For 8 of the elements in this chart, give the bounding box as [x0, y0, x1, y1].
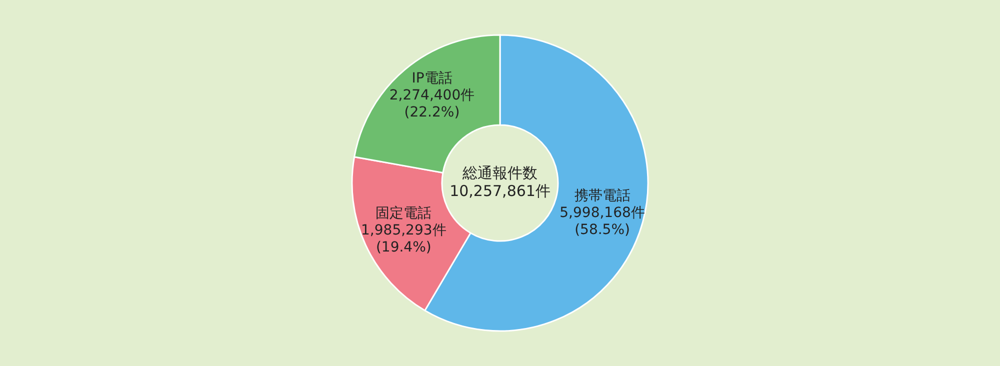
data-label: 1,985,293件 (19.4%)	[361, 222, 446, 256]
data-label: 2,274,400件 (22.2%)	[389, 87, 475, 120]
data-label: 5,998,168件 (58.5%)	[560, 204, 645, 238]
slice-label: 携帯電話	[574, 188, 630, 204]
slice-label: 固定電話	[376, 205, 432, 222]
text: 10,257,861件	[450, 182, 550, 200]
slice-label: IP電話	[412, 70, 452, 86]
text: 総通報件数	[462, 164, 538, 182]
